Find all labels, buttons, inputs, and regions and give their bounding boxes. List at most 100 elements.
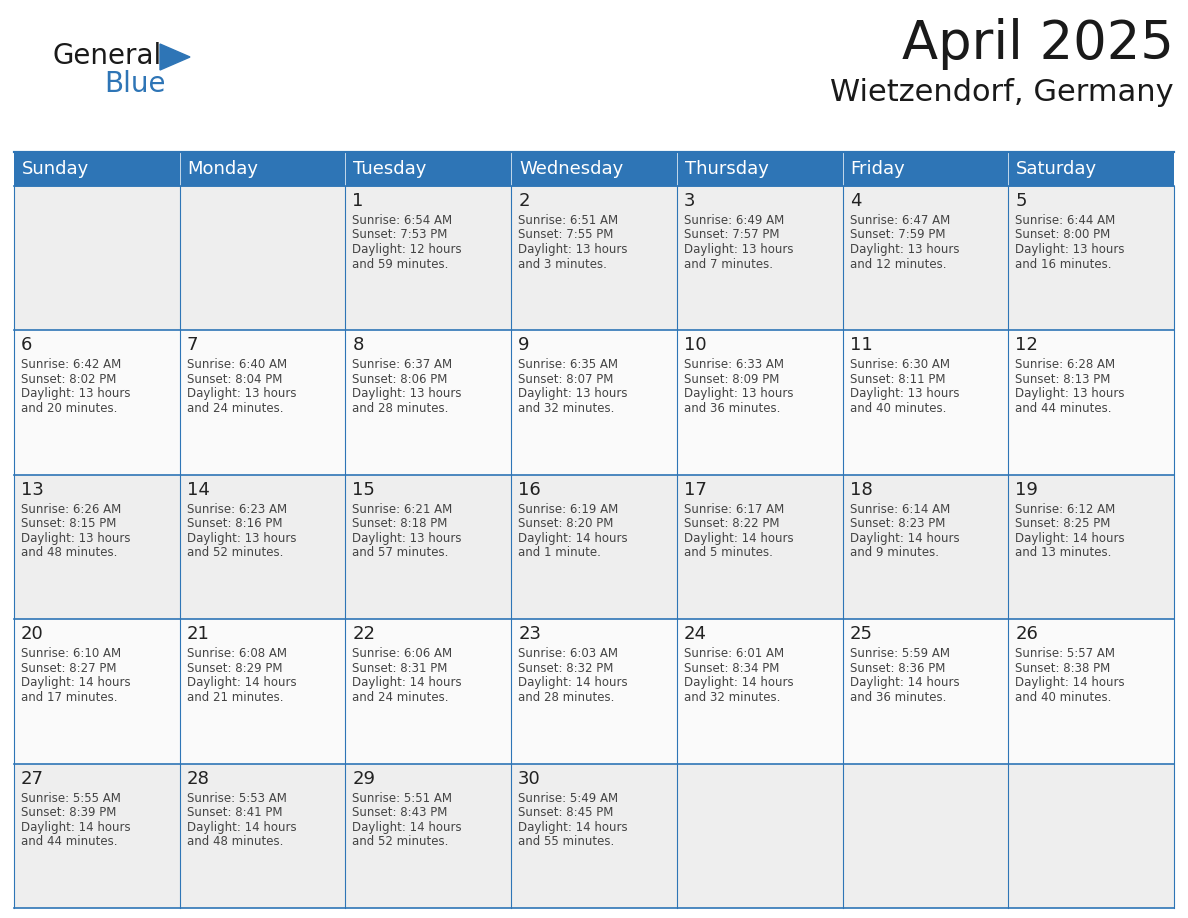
Text: 5: 5 bbox=[1016, 192, 1026, 210]
Text: Sunrise: 6:28 AM: Sunrise: 6:28 AM bbox=[1016, 358, 1116, 372]
Text: Daylight: 14 hours: Daylight: 14 hours bbox=[849, 677, 959, 689]
Text: and 40 minutes.: and 40 minutes. bbox=[849, 402, 946, 415]
Text: and 21 minutes.: and 21 minutes. bbox=[187, 690, 283, 704]
Text: Sunset: 8:20 PM: Sunset: 8:20 PM bbox=[518, 518, 613, 531]
Text: 24: 24 bbox=[684, 625, 707, 644]
Text: 29: 29 bbox=[353, 769, 375, 788]
Text: Daylight: 14 hours: Daylight: 14 hours bbox=[684, 677, 794, 689]
Text: Sunrise: 6:01 AM: Sunrise: 6:01 AM bbox=[684, 647, 784, 660]
Text: 3: 3 bbox=[684, 192, 695, 210]
Text: Tuesday: Tuesday bbox=[353, 160, 426, 178]
Text: Daylight: 14 hours: Daylight: 14 hours bbox=[684, 532, 794, 544]
Text: Daylight: 14 hours: Daylight: 14 hours bbox=[21, 677, 131, 689]
Text: and 20 minutes.: and 20 minutes. bbox=[21, 402, 118, 415]
Text: and 3 minutes.: and 3 minutes. bbox=[518, 258, 607, 271]
Text: April 2025: April 2025 bbox=[902, 18, 1174, 70]
Text: 25: 25 bbox=[849, 625, 872, 644]
Text: and 1 minute.: and 1 minute. bbox=[518, 546, 601, 559]
Bar bbox=[346, 330, 511, 475]
Text: 30: 30 bbox=[518, 769, 541, 788]
Text: and 59 minutes.: and 59 minutes. bbox=[353, 258, 449, 271]
Bar bbox=[1009, 475, 1174, 620]
Text: Sunrise: 5:51 AM: Sunrise: 5:51 AM bbox=[353, 791, 453, 804]
Text: Sunset: 8:32 PM: Sunset: 8:32 PM bbox=[518, 662, 613, 675]
Text: Sunrise: 5:53 AM: Sunrise: 5:53 AM bbox=[187, 791, 286, 804]
Text: Daylight: 13 hours: Daylight: 13 hours bbox=[21, 387, 131, 400]
Text: and 52 minutes.: and 52 minutes. bbox=[187, 546, 283, 559]
Bar bbox=[511, 152, 677, 186]
Bar bbox=[511, 186, 677, 330]
Bar bbox=[842, 186, 1009, 330]
Text: Daylight: 13 hours: Daylight: 13 hours bbox=[1016, 243, 1125, 256]
Text: 19: 19 bbox=[1016, 481, 1038, 498]
Text: Sunset: 8:13 PM: Sunset: 8:13 PM bbox=[1016, 373, 1111, 386]
Text: Sunset: 7:59 PM: Sunset: 7:59 PM bbox=[849, 229, 946, 241]
Bar bbox=[346, 152, 511, 186]
Text: Daylight: 13 hours: Daylight: 13 hours bbox=[849, 387, 959, 400]
Text: Sunset: 7:53 PM: Sunset: 7:53 PM bbox=[353, 229, 448, 241]
Text: 10: 10 bbox=[684, 336, 707, 354]
Text: 6: 6 bbox=[21, 336, 32, 354]
Text: Sunset: 8:29 PM: Sunset: 8:29 PM bbox=[187, 662, 283, 675]
Text: Daylight: 13 hours: Daylight: 13 hours bbox=[684, 243, 794, 256]
Bar bbox=[677, 330, 842, 475]
Text: 20: 20 bbox=[21, 625, 44, 644]
Text: 2: 2 bbox=[518, 192, 530, 210]
Text: and 24 minutes.: and 24 minutes. bbox=[353, 690, 449, 704]
Text: 21: 21 bbox=[187, 625, 209, 644]
Bar bbox=[179, 620, 346, 764]
Bar bbox=[1009, 186, 1174, 330]
Text: and 9 minutes.: and 9 minutes. bbox=[849, 546, 939, 559]
Text: 7: 7 bbox=[187, 336, 198, 354]
Text: Sunrise: 6:44 AM: Sunrise: 6:44 AM bbox=[1016, 214, 1116, 227]
Text: 27: 27 bbox=[21, 769, 44, 788]
Bar bbox=[1009, 330, 1174, 475]
Bar bbox=[677, 620, 842, 764]
Text: and 32 minutes.: and 32 minutes. bbox=[518, 402, 614, 415]
Text: and 48 minutes.: and 48 minutes. bbox=[21, 546, 118, 559]
Bar bbox=[1009, 152, 1174, 186]
Text: 26: 26 bbox=[1016, 625, 1038, 644]
Text: Thursday: Thursday bbox=[684, 160, 769, 178]
Text: Sunset: 8:43 PM: Sunset: 8:43 PM bbox=[353, 806, 448, 819]
Text: Sunset: 8:45 PM: Sunset: 8:45 PM bbox=[518, 806, 613, 819]
Text: Sunrise: 6:21 AM: Sunrise: 6:21 AM bbox=[353, 503, 453, 516]
Text: Daylight: 13 hours: Daylight: 13 hours bbox=[353, 387, 462, 400]
Text: Blue: Blue bbox=[105, 70, 165, 98]
Text: Sunrise: 6:35 AM: Sunrise: 6:35 AM bbox=[518, 358, 618, 372]
Text: Sunset: 8:41 PM: Sunset: 8:41 PM bbox=[187, 806, 283, 819]
Text: Sunrise: 6:51 AM: Sunrise: 6:51 AM bbox=[518, 214, 618, 227]
Text: Daylight: 12 hours: Daylight: 12 hours bbox=[353, 243, 462, 256]
Bar bbox=[511, 475, 677, 620]
Text: Daylight: 14 hours: Daylight: 14 hours bbox=[187, 821, 296, 834]
Text: Sunset: 8:04 PM: Sunset: 8:04 PM bbox=[187, 373, 282, 386]
Text: Sunrise: 6:23 AM: Sunrise: 6:23 AM bbox=[187, 503, 286, 516]
Text: Sunset: 8:11 PM: Sunset: 8:11 PM bbox=[849, 373, 946, 386]
Text: Daylight: 14 hours: Daylight: 14 hours bbox=[187, 677, 296, 689]
Text: Sunset: 8:25 PM: Sunset: 8:25 PM bbox=[1016, 518, 1111, 531]
Bar bbox=[677, 475, 842, 620]
Polygon shape bbox=[160, 44, 190, 70]
Text: Sunrise: 6:06 AM: Sunrise: 6:06 AM bbox=[353, 647, 453, 660]
Bar bbox=[179, 186, 346, 330]
Bar bbox=[511, 764, 677, 908]
Bar bbox=[677, 186, 842, 330]
Bar bbox=[179, 330, 346, 475]
Bar bbox=[14, 152, 179, 186]
Text: 22: 22 bbox=[353, 625, 375, 644]
Text: Saturday: Saturday bbox=[1016, 160, 1098, 178]
Text: Wietzendorf, Germany: Wietzendorf, Germany bbox=[830, 78, 1174, 107]
Text: Daylight: 14 hours: Daylight: 14 hours bbox=[518, 677, 627, 689]
Text: and 55 minutes.: and 55 minutes. bbox=[518, 835, 614, 848]
Bar bbox=[842, 330, 1009, 475]
Text: Wednesday: Wednesday bbox=[519, 160, 624, 178]
Text: 11: 11 bbox=[849, 336, 872, 354]
Text: Sunrise: 6:17 AM: Sunrise: 6:17 AM bbox=[684, 503, 784, 516]
Text: and 24 minutes.: and 24 minutes. bbox=[187, 402, 283, 415]
Text: Sunrise: 6:30 AM: Sunrise: 6:30 AM bbox=[849, 358, 949, 372]
Text: Sunset: 7:57 PM: Sunset: 7:57 PM bbox=[684, 229, 779, 241]
Text: Sunrise: 6:47 AM: Sunrise: 6:47 AM bbox=[849, 214, 950, 227]
Text: 9: 9 bbox=[518, 336, 530, 354]
Text: 17: 17 bbox=[684, 481, 707, 498]
Text: 16: 16 bbox=[518, 481, 541, 498]
